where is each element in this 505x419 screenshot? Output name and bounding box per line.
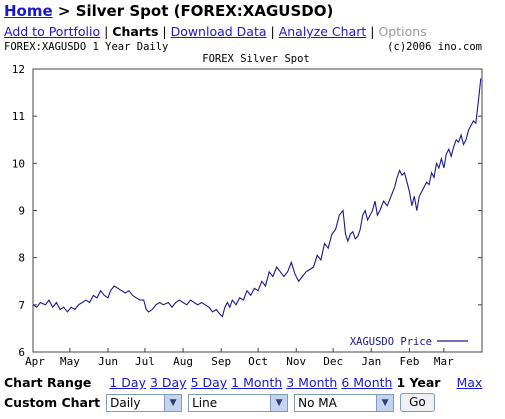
instrument-title: Silver Spot (FOREX:XAGUSDO) xyxy=(75,2,334,20)
chart-copyright: (c)2006 ino.com xyxy=(387,41,482,53)
period-select[interactable]: Daily ▼ xyxy=(106,393,183,412)
add-to-portfolio-link[interactable]: Add to Portfolio xyxy=(4,24,101,39)
series-line xyxy=(32,78,482,318)
chevron-down-icon: ▼ xyxy=(164,394,182,411)
x-tick-label: Feb xyxy=(399,355,419,368)
range-1-month[interactable]: 1 Month xyxy=(231,375,283,390)
x-tick-label: Apr xyxy=(25,355,45,368)
range-max[interactable]: Max xyxy=(456,375,483,390)
x-tick-label: Mar xyxy=(434,355,454,368)
chart-range-label: Chart Range xyxy=(4,375,92,390)
analyze-chart-link[interactable]: Analyze Chart xyxy=(278,24,367,39)
range-1-year: 1 Year xyxy=(396,375,441,390)
period-value: Daily xyxy=(110,395,141,410)
y-tick-label: 12 xyxy=(12,63,25,76)
x-tick-label: Sep xyxy=(211,355,231,368)
custom-chart-bar: Custom Chart Daily ▼ Line ▼ No MA ▼ Go xyxy=(4,393,435,412)
legend: XAGUSDO Price xyxy=(350,336,468,348)
x-tick-label: May xyxy=(60,355,80,368)
x-tick-label: Oct xyxy=(248,355,268,368)
chart-title: FOREX Silver Spot xyxy=(202,53,309,65)
y-tick-label: 10 xyxy=(12,157,25,170)
y-tick-label: 6 xyxy=(18,346,25,359)
x-tick-label: Jun xyxy=(98,355,118,368)
title-separator: > xyxy=(52,2,76,20)
range-6-month[interactable]: 6 Month xyxy=(341,375,393,390)
price-chart: FOREX:XAGUSDO 1 Year Daily (c)2006 ino.c… xyxy=(4,41,483,368)
x-tick-label: Jul xyxy=(135,355,155,368)
y-tick-label: 11 xyxy=(12,110,25,123)
charts-tab: Charts xyxy=(112,24,159,39)
range-3-month[interactable]: 3 Month xyxy=(286,375,338,390)
chart-nav: Add to Portfolio | Charts | Download Dat… xyxy=(4,24,427,39)
range-1-day[interactable]: 1 Day xyxy=(109,375,146,390)
y-tick-label: 9 xyxy=(18,205,25,218)
range-5-day[interactable]: 5 Day xyxy=(190,375,228,390)
y-tick-label: 8 xyxy=(18,252,25,265)
home-link[interactable]: Home xyxy=(4,2,53,20)
y-axis: 6 7 8 9 10 11 12 xyxy=(12,63,482,359)
series-layer xyxy=(32,78,482,318)
custom-chart-label: Custom Chart xyxy=(4,395,101,410)
x-tick-label: Jan xyxy=(361,355,381,368)
style-select[interactable]: Line ▼ xyxy=(188,393,289,412)
legend-label: XAGUSDO Price xyxy=(350,336,432,348)
x-tick-label: Nov xyxy=(286,355,306,368)
options-link: Options xyxy=(378,24,427,39)
download-data-link[interactable]: Download Data xyxy=(170,24,267,39)
chevron-down-icon: ▼ xyxy=(376,394,394,411)
go-button[interactable]: Go xyxy=(400,393,435,412)
x-axis: Apr May Jun Jul Aug Sep Oct Nov Dec Jan Feb Mar xyxy=(25,348,454,368)
plot-area xyxy=(32,68,483,353)
chevron-down-icon: ▼ xyxy=(270,394,288,411)
x-tick-label: Aug xyxy=(173,355,193,368)
y-tick-label: 7 xyxy=(18,299,25,312)
page-title: Home > Silver Spot (FOREX:XAGUSDO) xyxy=(4,2,333,20)
chart-subtitle: FOREX:XAGUSDO 1 Year Daily xyxy=(4,41,168,53)
range-3-day[interactable]: 3 Day xyxy=(149,375,187,390)
chart-range-bar: Chart Range 1 Day 3 Day 5 Day 1 Month 3 … xyxy=(4,375,482,390)
x-tick-label: Dec xyxy=(323,355,343,368)
ma-value: No MA xyxy=(298,395,337,410)
ma-select[interactable]: No MA ▼ xyxy=(294,393,395,412)
style-value: Line xyxy=(192,395,218,410)
